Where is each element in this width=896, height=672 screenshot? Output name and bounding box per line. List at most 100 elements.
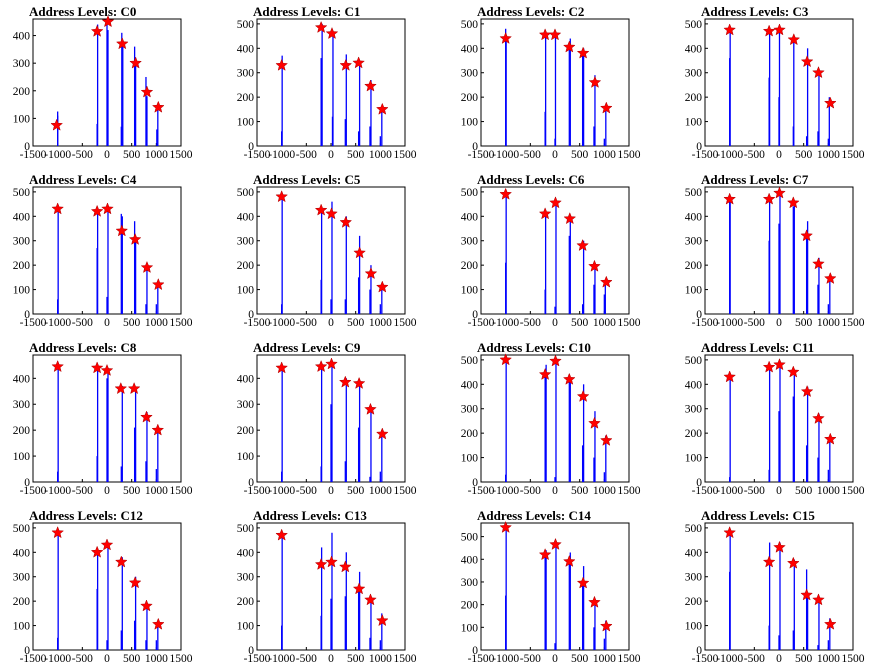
x-tick-label: -1000 [716, 653, 743, 665]
y-tick-label: 300 [685, 68, 703, 80]
y-tick-label: 200 [237, 596, 255, 608]
chart-panel: Address Levels: C30100200300400500-1500-… [685, 4, 865, 161]
peak-marker [339, 215, 353, 228]
x-tick-label: 500 [795, 149, 813, 161]
plot-frame [256, 186, 406, 315]
chart-title: Address Levels: C15 [701, 508, 815, 523]
y-tick-label: 100 [685, 285, 703, 297]
peak-marker [800, 55, 814, 68]
x-tick-label: -1500 [20, 653, 47, 665]
x-tick-label: 0 [328, 653, 334, 665]
y-tick-label: 400 [685, 211, 703, 223]
peak-marker [823, 432, 837, 445]
peak-marker [128, 232, 142, 245]
chart-title: Address Levels: C14 [477, 508, 591, 523]
y-tick-label: 500 [237, 523, 255, 535]
x-tick-label: -500 [72, 149, 93, 161]
y-tick-label: 100 [237, 621, 255, 633]
x-tick-label: 500 [795, 653, 813, 665]
peak-marker [90, 24, 104, 37]
y-tick-label: 300 [685, 236, 703, 248]
y-tick-label: 100 [685, 621, 703, 633]
x-tick-label: 1500 [170, 317, 193, 329]
peak-marker [275, 361, 289, 374]
chart-title: Address Levels: C6 [477, 172, 585, 187]
peak-marker [325, 555, 338, 568]
chart-title: Address Levels: C10 [477, 340, 591, 355]
peak-marker [563, 212, 577, 225]
peak-marker [549, 196, 562, 209]
y-tick-label: 0 [248, 309, 254, 321]
y-tick-label: 0 [24, 141, 30, 153]
x-tick-label: 1500 [394, 149, 417, 161]
x-tick-label: -1500 [468, 317, 495, 329]
x-tick-label: -1000 [44, 485, 71, 497]
peak-marker [275, 190, 289, 203]
x-tick-label: -1500 [244, 485, 271, 497]
peak-marker [151, 617, 165, 630]
y-tick-label: 400 [13, 373, 31, 385]
chart-panel: Address Levels: C11 0 100 200 300 400 500 -1500… [685, 340, 865, 497]
x-tick-label: -1500 [692, 149, 719, 161]
x-tick-label: -1500 [692, 317, 719, 329]
x-tick-label: -500 [72, 653, 93, 665]
x-tick-label: 0 [552, 653, 558, 665]
y-tick-label: 200 [461, 600, 479, 612]
x-tick-label: -1500 [468, 653, 495, 665]
x-tick-label: 1000 [369, 149, 392, 161]
x-tick-label: -500 [744, 485, 765, 497]
x-tick-label: 0 [328, 317, 334, 329]
y-tick-label: 200 [13, 86, 31, 98]
x-tick-label: -1500 [244, 149, 271, 161]
peak-marker [787, 33, 801, 46]
chart-panel: Address Levels: C0 0 100 200 300 400 -1500-100… [13, 4, 193, 161]
x-tick-label: 1500 [170, 485, 193, 497]
y-tick-label: 0 [248, 141, 254, 153]
peak-marker [823, 271, 837, 284]
peak-marker [588, 416, 601, 429]
peak-marker [538, 548, 552, 561]
y-tick-label: 300 [13, 236, 31, 248]
y-tick-label: 100 [13, 113, 31, 125]
y-tick-label: 0 [696, 309, 702, 321]
y-tick-label: 400 [237, 43, 255, 55]
x-tick-label: -1000 [716, 485, 743, 497]
peak-marker [800, 229, 813, 242]
y-tick-label: 500 [13, 187, 31, 199]
x-tick-label: 0 [104, 485, 110, 497]
x-tick-label: -500 [520, 485, 541, 497]
x-tick-label: 0 [328, 485, 334, 497]
peak-marker [823, 96, 837, 109]
x-tick-label: 1000 [593, 653, 616, 665]
y-tick-label: 400 [13, 547, 31, 559]
peak-marker [762, 555, 776, 568]
chart-panel: Address Levels: C15 0 100 200 300 400 500 -1500… [685, 508, 865, 665]
y-tick-label: 0 [472, 309, 478, 321]
peak-marker [364, 402, 377, 415]
x-tick-label: -1000 [268, 653, 295, 665]
peak-marker [90, 204, 104, 217]
x-tick-label: 0 [552, 317, 558, 329]
y-tick-label: 200 [461, 92, 479, 104]
peak-marker [723, 370, 737, 383]
peak-marker [375, 280, 389, 293]
x-tick-label: 500 [123, 149, 141, 161]
chart-panel: Address Levels: C20100200300400500-1500-… [461, 4, 641, 161]
y-tick-label: 400 [461, 211, 479, 223]
y-tick-label: 500 [685, 187, 703, 199]
peak-marker [599, 619, 613, 632]
x-tick-label: 1500 [394, 317, 417, 329]
peak-marker [773, 23, 786, 36]
y-tick-label: 400 [237, 373, 255, 385]
peak-marker [128, 576, 142, 589]
y-tick-label: 200 [237, 260, 255, 272]
y-tick-label: 300 [13, 58, 31, 70]
chart-title: Address Levels: C13 [253, 508, 367, 523]
x-tick-label: 500 [347, 485, 365, 497]
y-tick-label: 100 [13, 621, 31, 633]
x-tick-label: -500 [296, 149, 317, 161]
y-tick-label: 400 [685, 547, 703, 559]
peak-marker [800, 588, 813, 601]
y-tick-label: 0 [472, 477, 478, 489]
peak-marker [50, 118, 64, 131]
